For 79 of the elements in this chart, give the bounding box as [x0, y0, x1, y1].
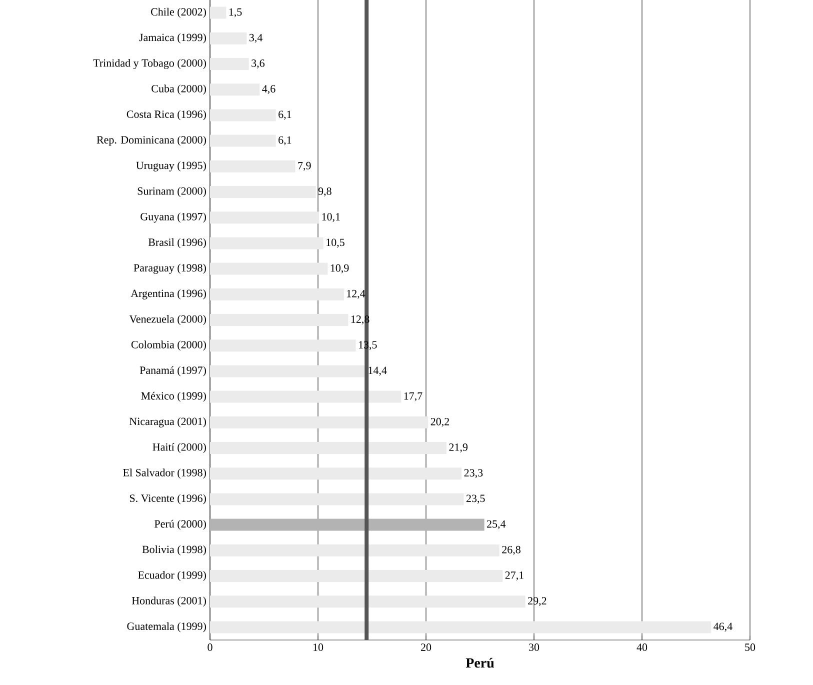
y-tick-label: Brasil (1996)	[148, 238, 206, 248]
y-tick-label: Paraguay (1998)	[134, 264, 206, 274]
bar	[210, 340, 356, 352]
bar	[210, 6, 226, 19]
data-label: 3,4	[249, 34, 263, 43]
x-tick-label: 30	[529, 644, 540, 651]
y-tick-label: Haití (2000)	[152, 443, 206, 453]
y-tick-label: El Salvador (1998)	[123, 468, 206, 479]
bar	[210, 596, 526, 608]
y-tick-label: Nicaragua (2001)	[130, 417, 206, 428]
data-label: 10,1	[322, 213, 340, 222]
data-label: 26,8	[502, 546, 520, 555]
x-tick-label: 50	[745, 644, 756, 651]
x-axis-title: Perú	[466, 658, 494, 668]
bar	[210, 570, 503, 582]
bar	[210, 621, 712, 634]
y-tick-label: Venezuela (2000)	[129, 315, 206, 325]
bar	[210, 442, 447, 454]
y-tick-label: Costa Rica (1996)	[126, 110, 206, 120]
bar	[210, 237, 324, 250]
bar	[210, 314, 348, 326]
bar	[210, 518, 484, 531]
y-tick-label: Uruguay (1995)	[136, 161, 206, 172]
data-label: 3,6	[252, 60, 265, 68]
data-label: 4,6	[262, 85, 276, 94]
data-label: 10,5	[326, 238, 344, 248]
y-tick-label: Guyana (1997)	[140, 212, 206, 223]
data-label: 14,4	[368, 366, 387, 376]
y-tick-label: México (1999)	[141, 392, 206, 402]
bar	[210, 390, 402, 403]
y-tick-label: Surinam (2000)	[138, 187, 206, 197]
data-label: 9,8	[318, 188, 332, 197]
y-tick-label: S. Vicente (1996)	[130, 494, 206, 504]
y-tick-label: Panamá (1997)	[140, 366, 206, 376]
data-label: 23,5	[466, 494, 485, 504]
data-label: 21,9	[449, 444, 468, 452]
bar	[210, 134, 276, 147]
data-label: 29,2	[528, 597, 546, 606]
bar	[210, 416, 428, 428]
bar	[210, 288, 344, 300]
y-tick-label: Chile (2002)	[151, 8, 206, 18]
y-tick-label: Honduras (2001)	[132, 596, 206, 607]
y-tick-label: Ecuador (1999)	[138, 571, 206, 581]
x-tick-label: 10	[313, 644, 324, 651]
data-label: 6,1	[278, 136, 292, 146]
y-tick-label: Perú (2000)	[154, 520, 206, 530]
data-label: 46,4	[714, 622, 732, 632]
y-tick-label: Rep. Dominicana (2000)	[96, 136, 206, 146]
bar	[210, 58, 249, 70]
data-label: 6,1	[278, 110, 292, 120]
bar	[210, 468, 462, 480]
bar	[210, 212, 320, 224]
x-tick-label: 0	[208, 644, 212, 651]
bar	[210, 84, 260, 96]
data-label: 7,9	[298, 162, 311, 171]
data-label: 20,2	[430, 418, 450, 427]
data-label: 25,4	[487, 520, 506, 530]
y-tick-label: Cuba (2000)	[152, 84, 206, 95]
data-label: 23,3	[464, 469, 483, 478]
y-tick-label: Guatemala (1999)	[127, 622, 206, 632]
bar	[210, 109, 276, 122]
y-tick-label: Argentina (1996)	[130, 289, 206, 300]
bar	[210, 544, 500, 556]
y-tick-label: Colombia (2000)	[131, 340, 206, 351]
y-tick-label: Trinidad y Tobago (2000)	[93, 59, 206, 69]
x-tick-label: 40	[636, 644, 648, 651]
bar	[210, 365, 366, 378]
data-label: 27,1	[505, 572, 524, 580]
data-label: 10,9	[330, 264, 349, 274]
bar	[210, 32, 247, 44]
bar	[210, 186, 316, 198]
bar	[210, 493, 464, 506]
data-label: 17,7	[404, 392, 422, 402]
y-tick-label: Bolivia (1998)	[142, 545, 206, 556]
y-tick-label: Jamaica (1999)	[139, 33, 206, 44]
data-label: 1,5	[229, 8, 242, 18]
bar	[210, 262, 328, 275]
x-tick-label: 20	[420, 644, 432, 651]
bar	[210, 160, 296, 172]
